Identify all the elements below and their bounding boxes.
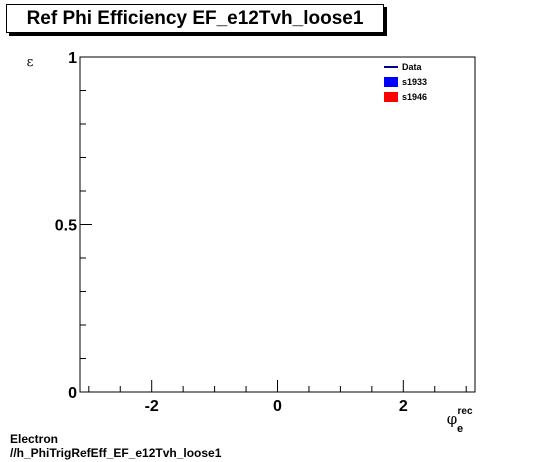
x-tick-label: 0 xyxy=(273,398,282,415)
footer-particle-label: Electron xyxy=(10,432,59,446)
legend-label: Data xyxy=(402,62,423,72)
footer-histogram-path: //h_PhiTrigRefEff_EF_e12Tvh_loose1 xyxy=(10,446,222,460)
legend-box-swatch xyxy=(384,77,398,87)
y-tick-label: 0.5 xyxy=(55,218,77,235)
x-tick-label: 2 xyxy=(399,398,408,415)
x-axis-label-superscript: rec xyxy=(457,406,472,417)
x-tick-label: -2 xyxy=(145,398,159,415)
y-tick-label: 0 xyxy=(68,385,77,402)
y-axis-label: ε xyxy=(27,55,34,70)
chart-title-box: Ref Phi Efficiency EF_e12Tvh_loose1 xyxy=(6,4,384,33)
x-axis-label: φ xyxy=(447,410,458,428)
legend-label: s1946 xyxy=(402,92,427,102)
chart-title: Ref Phi Efficiency EF_e12Tvh_loose1 xyxy=(26,8,364,29)
legend-box-swatch xyxy=(384,92,398,102)
y-tick-label: 1 xyxy=(68,50,77,67)
plot-frame xyxy=(79,56,476,393)
legend-label: s1933 xyxy=(402,77,427,87)
x-axis-label-subscript: e xyxy=(457,423,463,435)
